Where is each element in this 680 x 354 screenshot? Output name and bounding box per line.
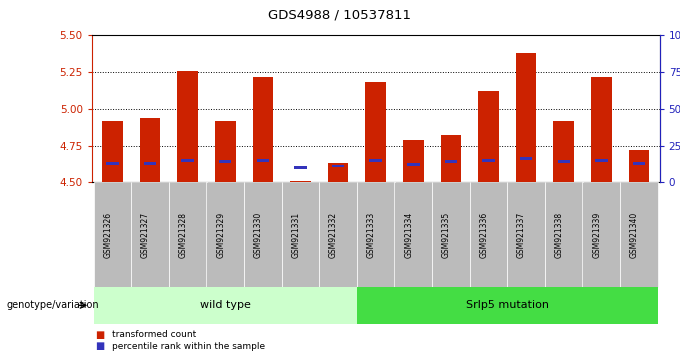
Bar [219,160,231,163]
Bar [515,53,537,182]
Text: GDS4988 / 10537811: GDS4988 / 10537811 [269,9,411,22]
Bar [252,76,273,182]
Text: GSM921340: GSM921340 [630,211,639,258]
Bar [554,121,574,182]
Bar [102,121,123,182]
Bar [182,159,194,161]
Text: transformed count: transformed count [112,330,197,339]
Text: GSM921328: GSM921328 [179,212,188,257]
Bar [403,140,424,182]
Bar [106,162,119,165]
Bar [595,159,607,161]
Bar [445,160,457,163]
Bar [591,76,611,182]
Bar [441,135,461,182]
Text: GSM921334: GSM921334 [405,211,413,258]
Text: GSM921331: GSM921331 [292,211,301,258]
Text: GSM921327: GSM921327 [141,211,150,258]
Bar [290,181,311,182]
Bar [215,121,236,182]
Text: GSM921335: GSM921335 [442,211,451,258]
Bar [628,150,649,182]
Bar [332,165,344,167]
Text: wild type: wild type [200,300,251,310]
Bar [365,82,386,182]
Bar [632,162,645,165]
Text: GSM921329: GSM921329 [216,211,225,258]
Bar [558,160,570,163]
Text: percentile rank within the sample: percentile rank within the sample [112,342,265,351]
Bar [369,159,382,161]
Text: Srlp5 mutation: Srlp5 mutation [466,300,549,310]
Bar [256,159,269,161]
Bar [294,166,307,169]
Bar [520,158,532,160]
Bar [144,162,156,165]
Text: GSM921337: GSM921337 [517,211,526,258]
Bar [407,163,420,166]
Text: GSM921336: GSM921336 [479,211,488,258]
Text: GSM921332: GSM921332 [329,211,338,258]
Bar [177,71,198,182]
Text: GSM921339: GSM921339 [592,211,601,258]
Text: genotype/variation: genotype/variation [7,300,99,310]
Text: GSM921330: GSM921330 [254,211,263,258]
Text: ■: ■ [95,341,105,351]
Bar [328,163,348,182]
Text: GSM921333: GSM921333 [367,211,375,258]
Text: GSM921338: GSM921338 [555,211,564,258]
Bar [478,91,499,182]
Bar [140,118,160,182]
Text: GSM921326: GSM921326 [103,211,112,258]
Text: ■: ■ [95,330,105,339]
Bar [482,159,495,161]
